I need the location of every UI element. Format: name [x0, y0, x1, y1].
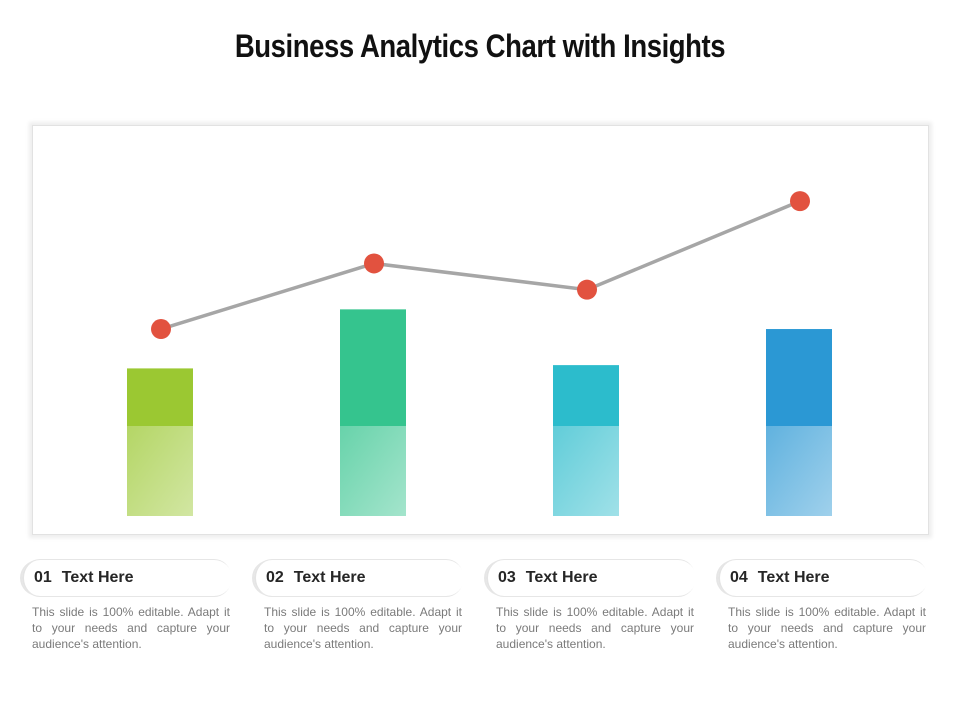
insight-card-1: 01 Text Here This slide is 100% editable.… [22, 560, 232, 652]
insight-number-2: 02 [266, 569, 284, 586]
bar-sheen-01 [127, 426, 193, 516]
trend-point-02 [364, 253, 384, 274]
insight-description-3: This slide is 100% editable. Adapt it to… [496, 605, 694, 651]
insight-header-1: 01 Text Here [22, 560, 232, 596]
trend-line [160, 199, 801, 331]
insight-label-4: Text Here [757, 569, 830, 586]
insight-description-4: This slide is 100% editable. Adapt it to… [728, 605, 926, 651]
bar-sheen-02 [340, 426, 406, 516]
insight-description-2: This slide is 100% editable. Adapt it to… [264, 605, 462, 651]
trend-point-04 [790, 191, 810, 212]
insight-description-1: This slide is 100% editable. Adapt it to… [32, 605, 230, 651]
bar-sheen-03 [553, 426, 619, 516]
insight-header-3: 03 Text Here [486, 560, 696, 596]
insight-card-2: 02 Text Here This slide is 100% editable.… [254, 560, 464, 652]
insight-header-2: 02 Text Here [254, 560, 464, 596]
insight-number-1: 01 [34, 569, 52, 586]
insight-number-3: 03 [498, 569, 516, 586]
insight-label-2: Text Here [293, 569, 366, 586]
chart-title: Business Analytics Chart with Insights [234, 28, 726, 64]
bar-sheen-04 [766, 426, 832, 516]
insight-label-3: Text Here [525, 569, 598, 586]
insight-header-4: 04 Text Here [718, 560, 928, 596]
insight-label-1: Text Here [61, 569, 134, 586]
insight-card-3: 03 Text Here This slide is 100% editable.… [486, 560, 696, 652]
insight-number-4: 04 [730, 569, 748, 586]
trend-point-01 [151, 319, 171, 340]
chart-panel [32, 125, 929, 535]
trend-point-03 [577, 279, 597, 300]
insight-card-4: 04 Text Here This slide is 100% editable.… [718, 560, 928, 652]
chart-plot [127, 191, 832, 516]
